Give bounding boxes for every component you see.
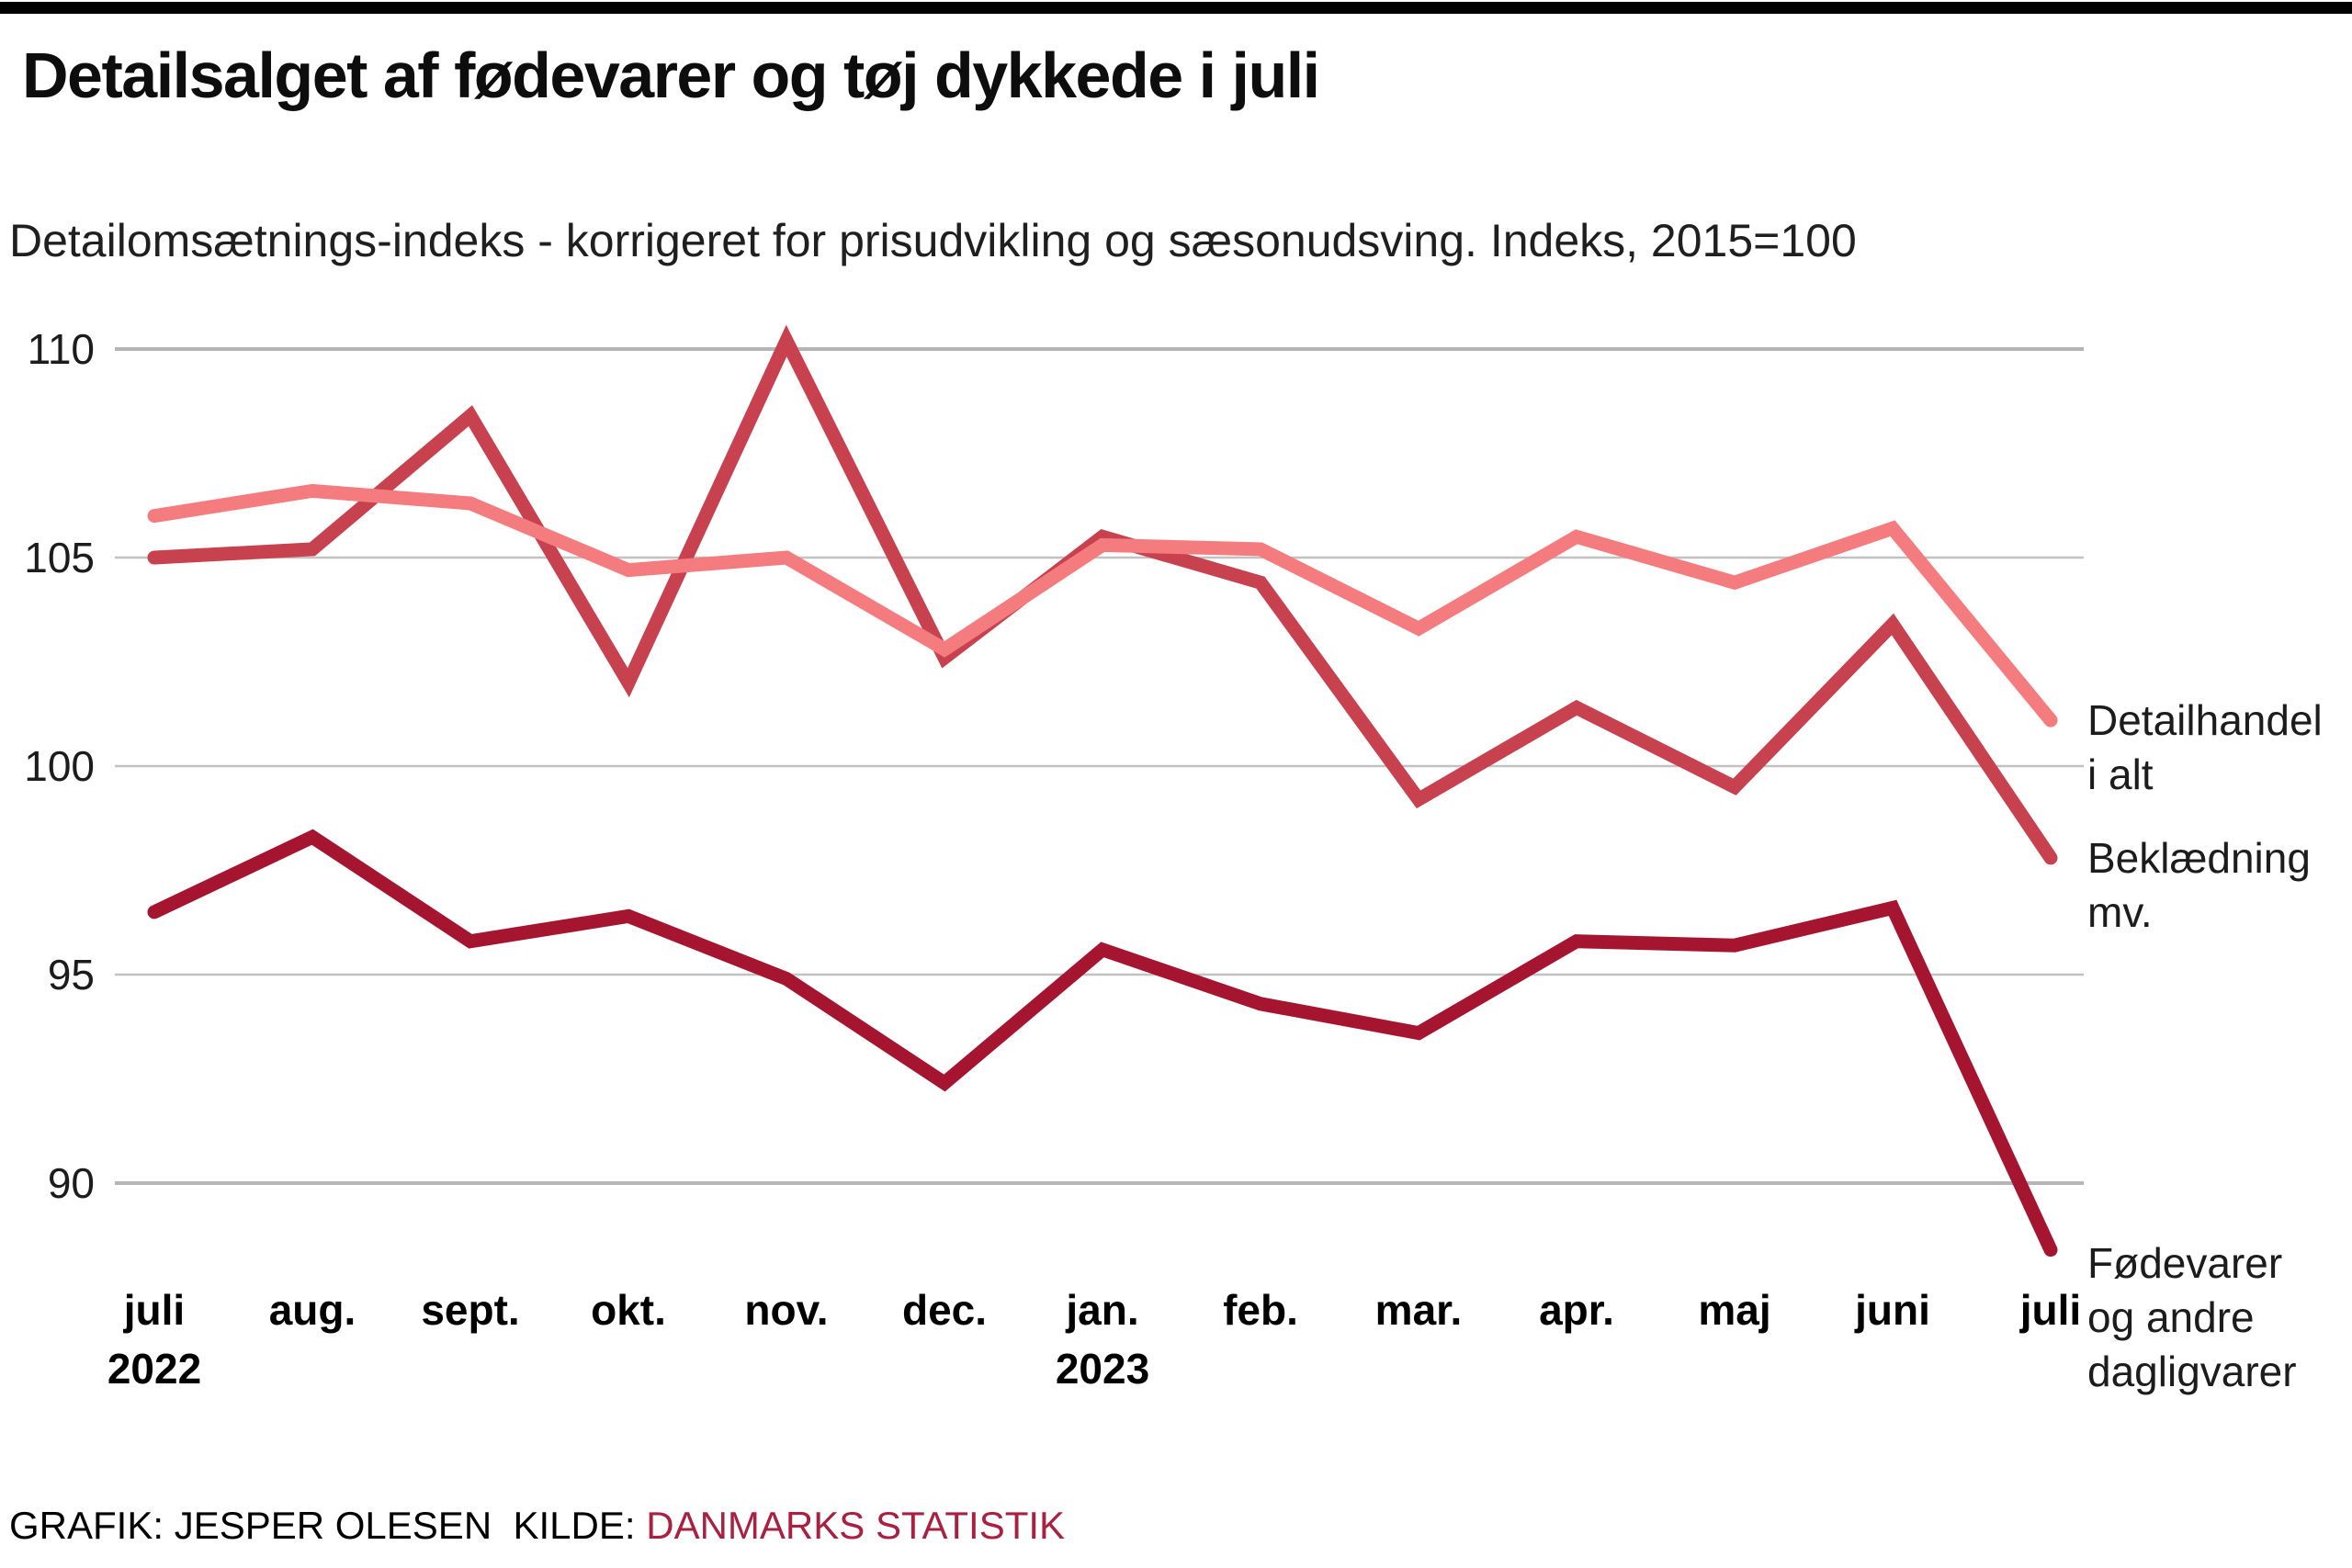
footer: GRAFIK: JESPER OLESEN KILDE: DANMARKS ST…: [9, 1503, 1065, 1549]
gridlines: [115, 347, 2084, 1185]
series-label-line: dagligvarer: [2087, 1347, 2297, 1395]
y-axis-tick-label-90: 90: [47, 1159, 95, 1207]
x-axis-month-label-0: juli: [123, 1286, 186, 1334]
series-label-line: og andre: [2087, 1292, 2255, 1341]
series-label-f-devarer-og-andre-dagligvarer: Fødevarer og andre dagligvarer: [2087, 1236, 2297, 1399]
series-label-line: mv.: [2087, 887, 2153, 936]
source-label: KILDE:: [513, 1504, 636, 1547]
series-label-line: Fødevarer: [2087, 1238, 2283, 1287]
y-axis-tick-label-110: 110: [27, 325, 95, 373]
series-line-detailhandel-i-alt: [147, 483, 2058, 728]
x-axis-month-label-7: feb.: [1223, 1286, 1298, 1334]
x-axis-month-label-1: aug.: [268, 1286, 356, 1334]
series-label-line: Detailhandel: [2087, 696, 2323, 745]
x-axis-month-label-11: juni: [1855, 1286, 1930, 1334]
x-axis-month-label-5: dec.: [901, 1286, 988, 1334]
x-axis-month-label-6: jan.: [1066, 1286, 1139, 1334]
series-label-line: Beklædning: [2087, 833, 2311, 882]
footer-spacer-2: [636, 1504, 647, 1547]
series-line-bekl-dning-mv: [147, 324, 2058, 865]
x-axis-month-label-3: okt.: [591, 1286, 666, 1334]
series-label-line: i alt: [2087, 750, 2154, 799]
x-axis-month-label-2: sept.: [421, 1286, 520, 1334]
y-axis-tick-label-100: 100: [24, 742, 95, 790]
x-axis-year-label-2023: 2023: [1055, 1345, 1150, 1393]
footer-spacer: [492, 1504, 513, 1547]
chart-subtitle: Detailomsætnings-indeks - korrigeret for…: [9, 215, 1857, 266]
credit-label: GRAFIK: JESPER OLESEN: [9, 1504, 492, 1547]
series-line-f-devarer-og-andre-dagligvarer: [147, 829, 2058, 1258]
series-label-bekl-dning-mv: Beklædning mv.: [2087, 831, 2311, 940]
top-accent-bar: [0, 2, 2352, 14]
x-axis-year-label-2022: 2022: [107, 1345, 202, 1393]
x-axis-month-label-4: nov.: [744, 1286, 829, 1334]
x-axis-month-label-12: juli: [2019, 1286, 2082, 1334]
series-label-detailhandel-i-alt: Detailhandel i alt: [2087, 694, 2323, 802]
x-axis-month-label-9: apr.: [1539, 1286, 1614, 1334]
x-axis-month-label-10: maj: [1698, 1286, 1771, 1334]
chart-title: Detailsalget af fødevarer og tøj dykkede…: [22, 39, 1320, 111]
x-axis-month-label-8: mar.: [1374, 1286, 1463, 1334]
y-axis-tick-label-105: 105: [24, 534, 95, 581]
series-lines: [147, 324, 2058, 1258]
y-axis-tick-label-95: 95: [47, 951, 95, 998]
source-name: DANMARKS STATISTIK: [646, 1504, 1066, 1547]
